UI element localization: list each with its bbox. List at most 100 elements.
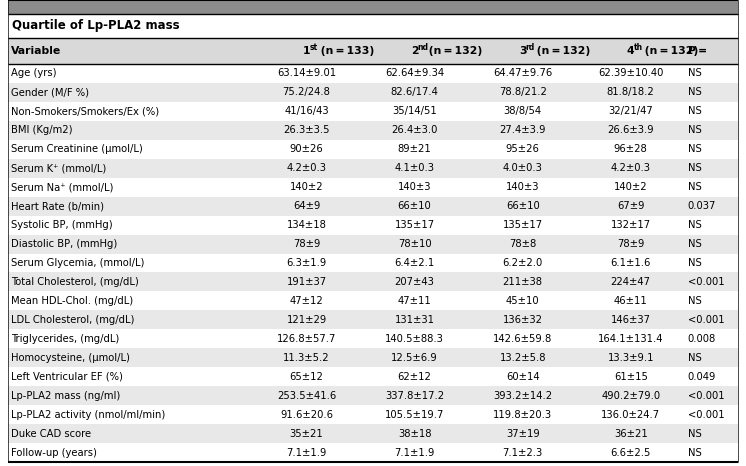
Text: 490.2±79.0: 490.2±79.0 <box>601 391 660 401</box>
Text: Systolic BP, (mmHg): Systolic BP, (mmHg) <box>11 220 113 230</box>
Text: Homocysteine, (µmol/L): Homocysteine, (µmol/L) <box>11 353 130 363</box>
Text: 13.2±5.8: 13.2±5.8 <box>499 353 546 363</box>
Text: rd: rd <box>525 43 535 52</box>
Text: 146±37: 146±37 <box>611 315 651 325</box>
Text: 32/21/47: 32/21/47 <box>608 106 653 116</box>
Text: 64±9: 64±9 <box>293 201 320 211</box>
Text: 7.1±1.9: 7.1±1.9 <box>395 447 435 458</box>
Text: 6.1±1.6: 6.1±1.6 <box>610 258 651 268</box>
Bar <box>8 424 738 443</box>
Text: 47±11: 47±11 <box>398 296 431 306</box>
Bar <box>8 197 738 216</box>
Text: 224±47: 224±47 <box>611 277 651 287</box>
Text: 119.8±20.3: 119.8±20.3 <box>493 410 552 419</box>
Bar <box>8 273 738 291</box>
Text: Serum Na⁺ (mmol/L): Serum Na⁺ (mmol/L) <box>11 182 113 192</box>
Text: 38/8/54: 38/8/54 <box>504 106 542 116</box>
Text: 78±10: 78±10 <box>398 239 431 249</box>
Bar <box>8 310 738 329</box>
Text: 78±9: 78±9 <box>617 239 645 249</box>
Text: Lp-PLA2 mass (ng/ml): Lp-PLA2 mass (ng/ml) <box>11 391 120 401</box>
Text: NS: NS <box>688 125 701 135</box>
Text: 11.3±5.2: 11.3±5.2 <box>283 353 330 363</box>
Text: 140±2: 140±2 <box>289 182 323 192</box>
Text: Duke CAD score: Duke CAD score <box>11 429 91 439</box>
Text: 78.8/21.2: 78.8/21.2 <box>499 88 547 97</box>
Text: Gender (M/F %): Gender (M/F %) <box>11 88 89 97</box>
Text: 6.3±1.9: 6.3±1.9 <box>286 258 327 268</box>
Text: 26.4±3.0: 26.4±3.0 <box>392 125 438 135</box>
Bar <box>8 121 738 140</box>
Text: NS: NS <box>688 239 701 249</box>
Text: 64.47±9.76: 64.47±9.76 <box>493 69 552 78</box>
Text: 4.2±0.3: 4.2±0.3 <box>286 163 327 173</box>
Text: LDL Cholesterol, (mg/dL): LDL Cholesterol, (mg/dL) <box>11 315 134 325</box>
Text: 207±43: 207±43 <box>395 277 435 287</box>
Text: 13.3±9.1: 13.3±9.1 <box>607 353 654 363</box>
Text: 61±15: 61±15 <box>614 372 648 382</box>
Text: 6.2±2.0: 6.2±2.0 <box>503 258 543 268</box>
Text: 4.2±0.3: 4.2±0.3 <box>611 163 651 173</box>
Text: 65±12: 65±12 <box>289 372 324 382</box>
Text: Total Cholesterol, (mg/dL): Total Cholesterol, (mg/dL) <box>11 277 139 287</box>
Text: 3: 3 <box>518 46 527 56</box>
Text: 78±8: 78±8 <box>509 239 536 249</box>
Text: NS: NS <box>688 353 701 363</box>
Text: NS: NS <box>688 163 701 173</box>
Bar <box>8 14 738 38</box>
Text: 26.6±3.9: 26.6±3.9 <box>607 125 654 135</box>
Text: 211±38: 211±38 <box>503 277 542 287</box>
Text: Serum K⁺ (mmol/L): Serum K⁺ (mmol/L) <box>11 163 106 173</box>
Bar <box>8 254 738 273</box>
Text: 62±12: 62±12 <box>398 372 431 382</box>
Bar <box>8 291 738 310</box>
Text: 2: 2 <box>411 46 419 56</box>
Text: 41/16/43: 41/16/43 <box>284 106 329 116</box>
Text: 4.0±0.3: 4.0±0.3 <box>503 163 542 173</box>
Text: 135±17: 135±17 <box>395 220 435 230</box>
Bar <box>8 140 738 159</box>
Text: 140.5±88.3: 140.5±88.3 <box>385 334 444 344</box>
Text: 7.1±1.9: 7.1±1.9 <box>286 447 327 458</box>
Text: 126.8±57.7: 126.8±57.7 <box>277 334 336 344</box>
Text: nd: nd <box>417 43 428 52</box>
Text: 337.8±17.2: 337.8±17.2 <box>385 391 444 401</box>
Text: 134±18: 134±18 <box>286 220 327 230</box>
Text: Diastolic BP, (mmHg): Diastolic BP, (mmHg) <box>11 239 117 249</box>
Text: 81.8/18.2: 81.8/18.2 <box>606 88 654 97</box>
Text: NS: NS <box>688 296 701 306</box>
Text: Triglycerides, (mg/dL): Triglycerides, (mg/dL) <box>11 334 119 344</box>
Text: 47±12: 47±12 <box>289 296 324 306</box>
Text: <0.001: <0.001 <box>688 315 724 325</box>
Text: 140±2: 140±2 <box>614 182 648 192</box>
Text: 89±21: 89±21 <box>398 144 431 154</box>
Text: Variable: Variable <box>11 46 61 56</box>
Text: 140±3: 140±3 <box>506 182 539 192</box>
Text: 0.037: 0.037 <box>688 201 716 211</box>
Text: Serum Glycemia, (mmol/L): Serum Glycemia, (mmol/L) <box>11 258 145 268</box>
Text: 136±32: 136±32 <box>503 315 542 325</box>
Text: NS: NS <box>688 106 701 116</box>
Text: Mean HDL-Chol. (mg/dL): Mean HDL-Chol. (mg/dL) <box>11 296 133 306</box>
Text: 91.6±20.6: 91.6±20.6 <box>280 410 333 419</box>
Text: Quartile of Lp-PLA2 mass: Quartile of Lp-PLA2 mass <box>12 20 180 33</box>
Text: 78±9: 78±9 <box>293 239 320 249</box>
Text: 62.39±10.40: 62.39±10.40 <box>598 69 663 78</box>
Bar <box>8 38 738 64</box>
Text: 46±11: 46±11 <box>614 296 648 306</box>
Text: Age (yrs): Age (yrs) <box>11 69 57 78</box>
Text: 164.1±131.4: 164.1±131.4 <box>598 334 663 344</box>
Text: 62.64±9.34: 62.64±9.34 <box>385 69 444 78</box>
Bar <box>8 0 738 14</box>
Text: 393.2±14.2: 393.2±14.2 <box>493 391 552 401</box>
Text: 27.4±3.9: 27.4±3.9 <box>499 125 546 135</box>
Text: 7.1±2.3: 7.1±2.3 <box>503 447 543 458</box>
Text: 95±26: 95±26 <box>506 144 539 154</box>
Bar <box>8 367 738 386</box>
Text: 132±17: 132±17 <box>611 220 651 230</box>
Text: 140±3: 140±3 <box>398 182 431 192</box>
Text: 67±9: 67±9 <box>617 201 645 211</box>
Text: (n = 133): (n = 133) <box>317 46 374 56</box>
Text: 136.0±24.7: 136.0±24.7 <box>601 410 660 419</box>
Text: NS: NS <box>688 88 701 97</box>
